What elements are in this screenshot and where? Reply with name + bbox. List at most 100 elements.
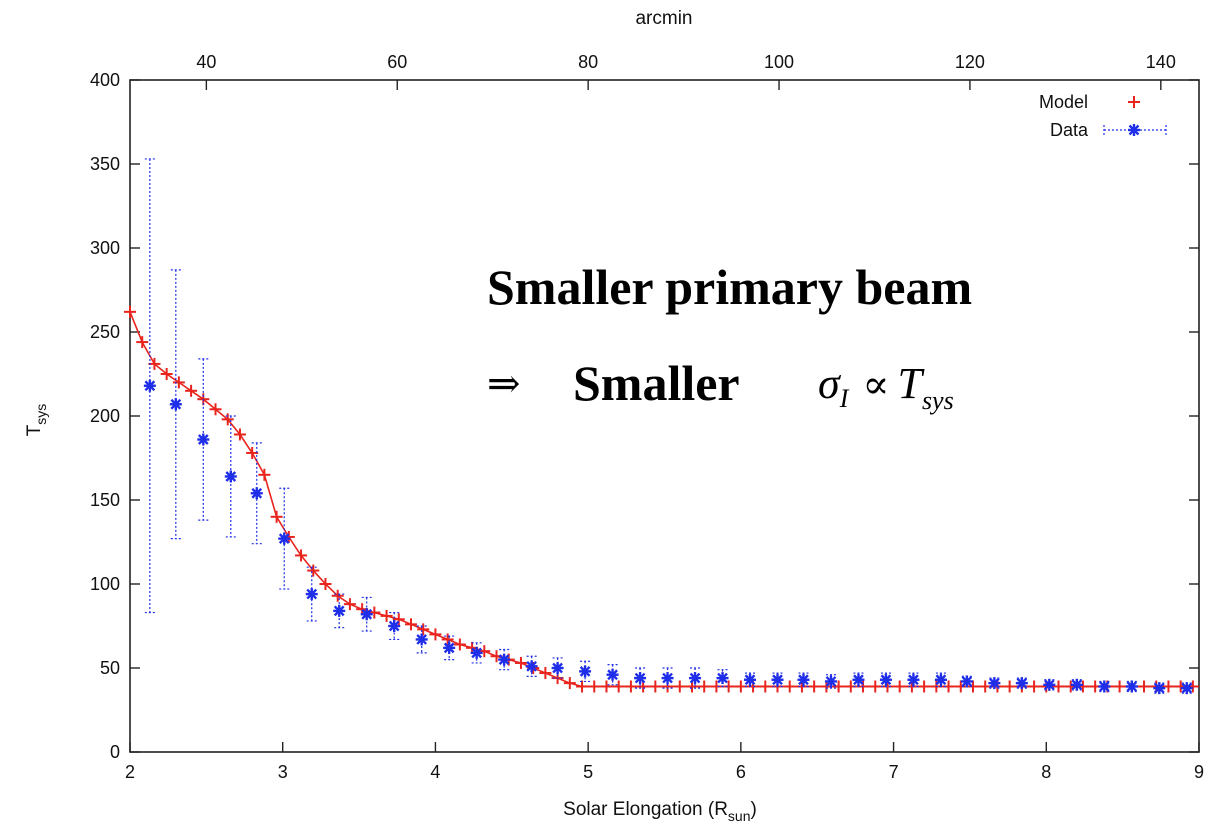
data-point: [197, 433, 210, 446]
model-point: [404, 618, 417, 631]
data-point: [824, 675, 837, 688]
data-point: [907, 673, 920, 686]
model-point: [673, 680, 686, 693]
legend-model-label: Model: [1039, 92, 1088, 112]
model-point: [136, 336, 149, 349]
y-tick-label: 100: [90, 574, 120, 594]
star-d2: [1098, 681, 1110, 692]
model-point: [441, 633, 454, 646]
model-point: [612, 680, 625, 693]
star-d2: [744, 674, 756, 686]
model-point: [966, 680, 979, 693]
top-tick-label: 60: [387, 52, 407, 72]
star-d2: [579, 666, 591, 677]
model-point: [514, 656, 527, 669]
annotation: Smaller primary beam ⇒ Smaller σI ∝ Tsys: [487, 259, 972, 415]
legend-model-marker: [1128, 96, 1140, 108]
top-tick-label: 140: [1146, 52, 1176, 72]
y-tick-label: 350: [90, 154, 120, 174]
data-point: [1153, 682, 1166, 695]
top-tick-label: 80: [578, 52, 598, 72]
top-axis-ticks: 40 60 80 100 120 140: [196, 52, 1176, 90]
data-point: [305, 588, 318, 601]
model-point: [478, 645, 491, 658]
data-point: [525, 660, 538, 673]
star-d2: [825, 676, 837, 687]
data-point: [1125, 680, 1138, 693]
y-tick-label: 250: [90, 322, 120, 342]
star-d2: [225, 471, 237, 482]
data-point: [551, 662, 564, 674]
star-d2: [526, 660, 537, 672]
data-point: [278, 532, 291, 545]
model-point: [368, 606, 381, 619]
model-point: [270, 510, 283, 523]
x-tick-label: 7: [889, 762, 899, 782]
star-d2: [361, 608, 373, 620]
data-point: [716, 672, 729, 685]
x-tick-label: 2: [125, 762, 135, 782]
star-d2: [717, 672, 728, 684]
star-d2: [1126, 681, 1138, 692]
star-d2: [935, 674, 947, 686]
data-point: [388, 620, 401, 632]
star-d2: [634, 672, 646, 684]
x-axis-ticks: 2 3 4 5 6 7 8 9: [125, 742, 1204, 782]
star-d2: [1071, 679, 1083, 691]
star-d2: [853, 674, 864, 686]
data-point: [169, 398, 182, 411]
model-point: [209, 403, 222, 416]
star-d2: [1128, 124, 1140, 136]
model-point: [417, 623, 430, 636]
star-d2: [662, 672, 673, 684]
model-point: [1162, 680, 1175, 693]
star-d2: [961, 676, 973, 687]
data-point: [661, 672, 674, 685]
model-point: [624, 680, 637, 693]
model-point: [808, 680, 821, 693]
star-d2: [388, 620, 400, 632]
data-point: [498, 653, 511, 666]
data-point: [143, 379, 156, 392]
star-d2: [278, 533, 290, 544]
data-point: [1043, 678, 1056, 691]
annotation-line2: Smaller: [573, 355, 740, 411]
top-axis-title: arcmin: [635, 8, 692, 29]
model-point: [783, 680, 796, 693]
annotation-arrow: ⇒: [487, 361, 521, 407]
y-axis-title: Tsys: [24, 404, 49, 437]
star-d2: [989, 677, 1000, 689]
y-axis-ticks: 0 50 100 150 200 250 300 350 400: [90, 70, 1199, 762]
data-point: [579, 665, 592, 678]
model-point: [258, 468, 271, 481]
legend-data-marker: [1103, 124, 1167, 136]
model-point: [600, 680, 613, 693]
top-tick-label: 40: [196, 52, 216, 72]
model-point: [429, 628, 442, 641]
data-point: [224, 470, 237, 483]
model-point: [588, 680, 601, 693]
x-axis-title: Solar Elongation (Rsun): [563, 799, 757, 824]
model-point: [1113, 680, 1126, 693]
x-tick-label: 3: [278, 762, 288, 782]
annotation-line1: Smaller primary beam: [487, 259, 972, 315]
legend: Model Data: [1039, 92, 1167, 140]
data-point: [879, 673, 892, 686]
data-point: [852, 673, 865, 686]
data-point: [934, 673, 947, 686]
star-d2: [333, 605, 345, 617]
x-tick-label: 6: [736, 762, 746, 782]
data-point: [606, 668, 619, 681]
model-point: [233, 428, 246, 441]
model-point: [710, 680, 723, 693]
model-point: [1052, 680, 1065, 693]
star-d2: [689, 672, 701, 684]
model-point: [453, 638, 466, 651]
model-point: [893, 680, 906, 693]
star-d2: [471, 647, 483, 659]
y-tick-label: 200: [90, 406, 120, 426]
data-point: [360, 608, 373, 621]
y-tick-label: 0: [110, 742, 120, 762]
top-tick-label: 100: [764, 52, 794, 72]
